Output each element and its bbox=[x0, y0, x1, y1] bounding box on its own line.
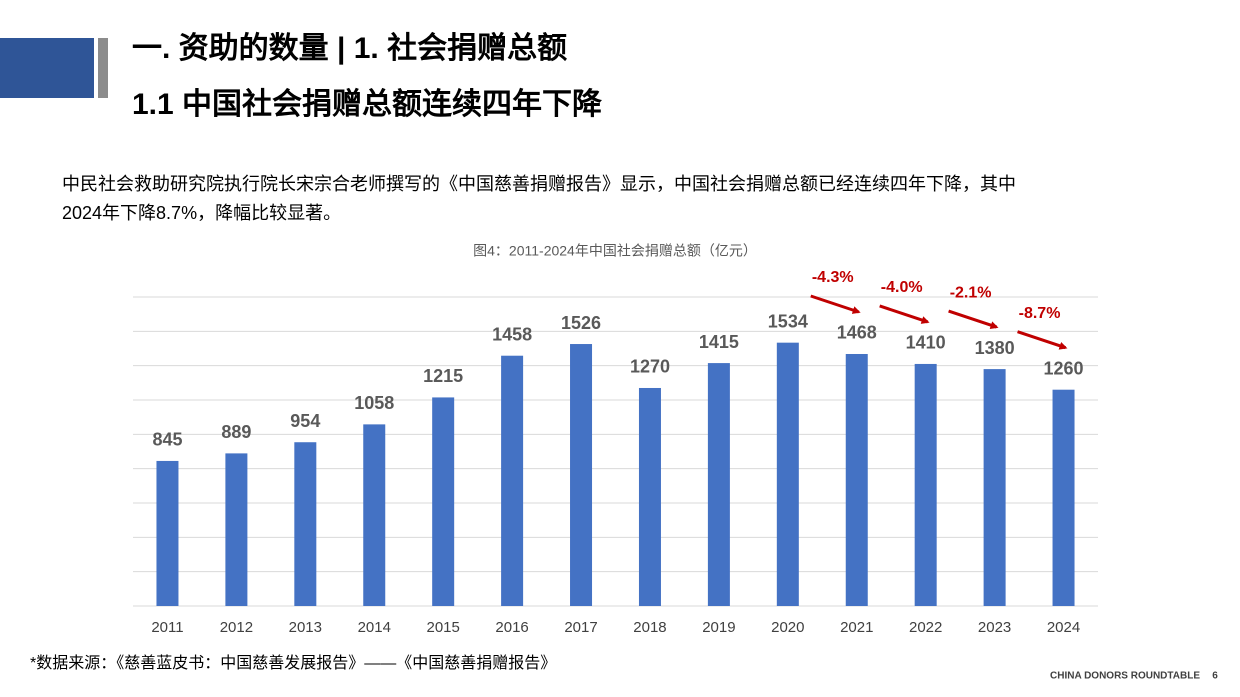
bar bbox=[914, 363, 937, 606]
chart-title: 图4：2011-2024年中国社会捐赠总额（亿元） bbox=[473, 243, 757, 259]
x-tick-label: 2019 bbox=[702, 619, 735, 636]
bar bbox=[1052, 389, 1075, 606]
data-label: 1458 bbox=[492, 324, 532, 344]
x-tick-label: 2021 bbox=[840, 619, 873, 636]
bar bbox=[638, 387, 661, 606]
bar bbox=[501, 355, 524, 606]
data-label: 1410 bbox=[906, 333, 946, 353]
bar bbox=[570, 344, 593, 606]
bar bbox=[294, 442, 317, 606]
annotation: -2.1% bbox=[950, 284, 992, 301]
x-tick-label: 2015 bbox=[426, 619, 459, 636]
source-note: *数据来源：《慈善蓝皮书：中国慈善发展报告》——《中国慈善捐赠报告》 bbox=[30, 654, 556, 672]
data-label: 1526 bbox=[561, 313, 601, 333]
data-label: 1215 bbox=[423, 366, 463, 386]
data-label: 1415 bbox=[699, 332, 739, 352]
x-tick-label: 2024 bbox=[1047, 619, 1080, 636]
annotation: -4.0% bbox=[881, 279, 923, 296]
bar bbox=[707, 363, 730, 606]
annotation-arrow bbox=[810, 294, 861, 314]
annotation: -8.7% bbox=[1019, 305, 1061, 322]
bar bbox=[432, 397, 455, 606]
header-accent bbox=[98, 38, 108, 98]
header-block bbox=[0, 38, 94, 98]
annotation: -4.3% bbox=[812, 269, 854, 286]
data-label: 845 bbox=[152, 430, 182, 450]
page-number: 6 bbox=[1212, 671, 1218, 682]
data-label: 1270 bbox=[630, 357, 670, 377]
annotation-arrow bbox=[879, 304, 930, 324]
x-tick-label: 2020 bbox=[771, 619, 804, 636]
annotation-arrow bbox=[1017, 330, 1068, 350]
x-tick-label: 2013 bbox=[289, 619, 322, 636]
data-label: 954 bbox=[290, 411, 320, 431]
x-tick-label: 2014 bbox=[358, 619, 391, 636]
paragraph-line: 中民社会救助研究院执行院长宋宗合老师撰写的《中国慈善捐赠报告》显示，中国社会捐赠… bbox=[62, 174, 1016, 194]
x-tick-label: 2023 bbox=[978, 619, 1011, 636]
paragraph-line: 2024年下降8.7%，降幅比较显著。 bbox=[62, 203, 341, 223]
data-label: 1058 bbox=[354, 393, 394, 413]
data-label: 889 bbox=[221, 422, 251, 442]
bar bbox=[225, 453, 248, 606]
x-tick-label: 2016 bbox=[495, 619, 528, 636]
header-subtitle: 1.1 中国社会捐赠总额连续四年下降 bbox=[132, 88, 603, 121]
bar bbox=[983, 369, 1006, 606]
data-label: 1380 bbox=[975, 338, 1015, 358]
bar bbox=[363, 424, 386, 606]
data-label: 1534 bbox=[768, 311, 808, 331]
bar bbox=[776, 342, 799, 606]
footer-brand: CHINA DONORS ROUNDTABLE bbox=[1050, 671, 1200, 682]
x-tick-label: 2017 bbox=[564, 619, 597, 636]
x-tick-label: 2011 bbox=[151, 619, 183, 636]
data-label: 1468 bbox=[837, 323, 877, 343]
x-tick-label: 2018 bbox=[633, 619, 666, 636]
x-tick-label: 2022 bbox=[909, 619, 942, 636]
annotation-arrow bbox=[948, 309, 999, 329]
bar bbox=[156, 460, 179, 606]
bar bbox=[845, 353, 868, 606]
data-label: 1260 bbox=[1044, 358, 1084, 378]
x-tick-label: 2012 bbox=[220, 619, 253, 636]
header-title: 一. 资助的数量 | 1. 社会捐赠总额 bbox=[132, 32, 567, 65]
